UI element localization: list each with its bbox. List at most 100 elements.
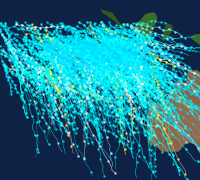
Point (67, 77, 70, 80)
Point (116, 93, 119, 95)
Point (31, 65, 34, 68)
Point (87, 101, 90, 104)
Point (52, 45, 55, 48)
Point (62, 75, 65, 78)
Point (90, 70, 94, 73)
Point (157, 26, 160, 28)
Point (123, 53, 126, 56)
Point (119, 38, 123, 40)
Point (68, 39, 71, 42)
Point (107, 105, 110, 108)
Point (184, 77, 187, 80)
Point (67, 61, 70, 64)
Point (44, 103, 47, 106)
Point (47, 104, 50, 107)
Point (62, 65, 65, 68)
Point (23, 48, 26, 51)
Point (172, 162, 175, 165)
Point (73, 47, 76, 50)
Point (78, 49, 82, 52)
Point (120, 38, 123, 41)
Point (85, 71, 89, 74)
Point (66, 35, 69, 37)
Point (35, 121, 38, 123)
Point (93, 42, 96, 45)
Point (76, 37, 79, 40)
Point (83, 66, 86, 69)
Point (111, 31, 114, 34)
Point (136, 80, 140, 83)
Point (66, 36, 70, 39)
Point (136, 61, 139, 64)
Point (10, 50, 14, 53)
Point (24, 39, 27, 42)
Point (186, 85, 189, 88)
Point (43, 49, 46, 51)
Point (169, 55, 172, 57)
Point (76, 81, 79, 84)
Point (87, 53, 91, 56)
Point (111, 81, 114, 84)
Point (115, 54, 118, 57)
Point (156, 96, 159, 98)
Point (82, 78, 86, 81)
Point (116, 51, 119, 54)
Point (90, 98, 93, 101)
Point (83, 69, 86, 72)
Point (55, 86, 58, 89)
Point (167, 95, 170, 98)
Point (69, 60, 72, 63)
Point (72, 80, 75, 83)
Point (73, 95, 76, 98)
Point (59, 55, 62, 58)
Point (173, 72, 176, 75)
Point (115, 134, 118, 137)
Point (67, 82, 71, 85)
Point (137, 82, 141, 85)
Point (163, 128, 166, 131)
Point (17, 65, 21, 68)
Point (108, 21, 111, 24)
Point (106, 54, 109, 57)
Point (128, 64, 132, 67)
Point (81, 45, 84, 48)
Point (118, 39, 122, 42)
Point (88, 43, 91, 46)
Point (52, 116, 55, 119)
Point (103, 44, 106, 47)
Point (92, 68, 95, 71)
Point (46, 35, 49, 38)
Point (3, 35, 6, 38)
Point (58, 90, 61, 93)
Point (113, 45, 116, 48)
Point (41, 78, 45, 81)
Point (186, 112, 189, 114)
Point (137, 87, 140, 90)
Point (69, 46, 72, 49)
Point (136, 130, 139, 133)
Point (152, 56, 156, 59)
Point (142, 55, 145, 58)
Point (62, 51, 65, 54)
Point (39, 79, 43, 82)
Point (109, 24, 112, 26)
Point (100, 50, 103, 53)
Point (155, 69, 158, 72)
Point (130, 57, 134, 60)
Point (142, 45, 146, 48)
Point (84, 77, 87, 80)
Point (88, 47, 91, 50)
Point (128, 66, 131, 69)
Point (85, 64, 89, 67)
Point (98, 53, 101, 56)
Point (74, 27, 77, 30)
Point (71, 51, 75, 54)
Point (176, 60, 179, 63)
Point (81, 71, 85, 73)
Point (18, 74, 21, 76)
Point (128, 33, 131, 36)
Point (50, 84, 53, 86)
Point (69, 44, 72, 47)
Point (95, 44, 98, 47)
Point (72, 70, 76, 73)
